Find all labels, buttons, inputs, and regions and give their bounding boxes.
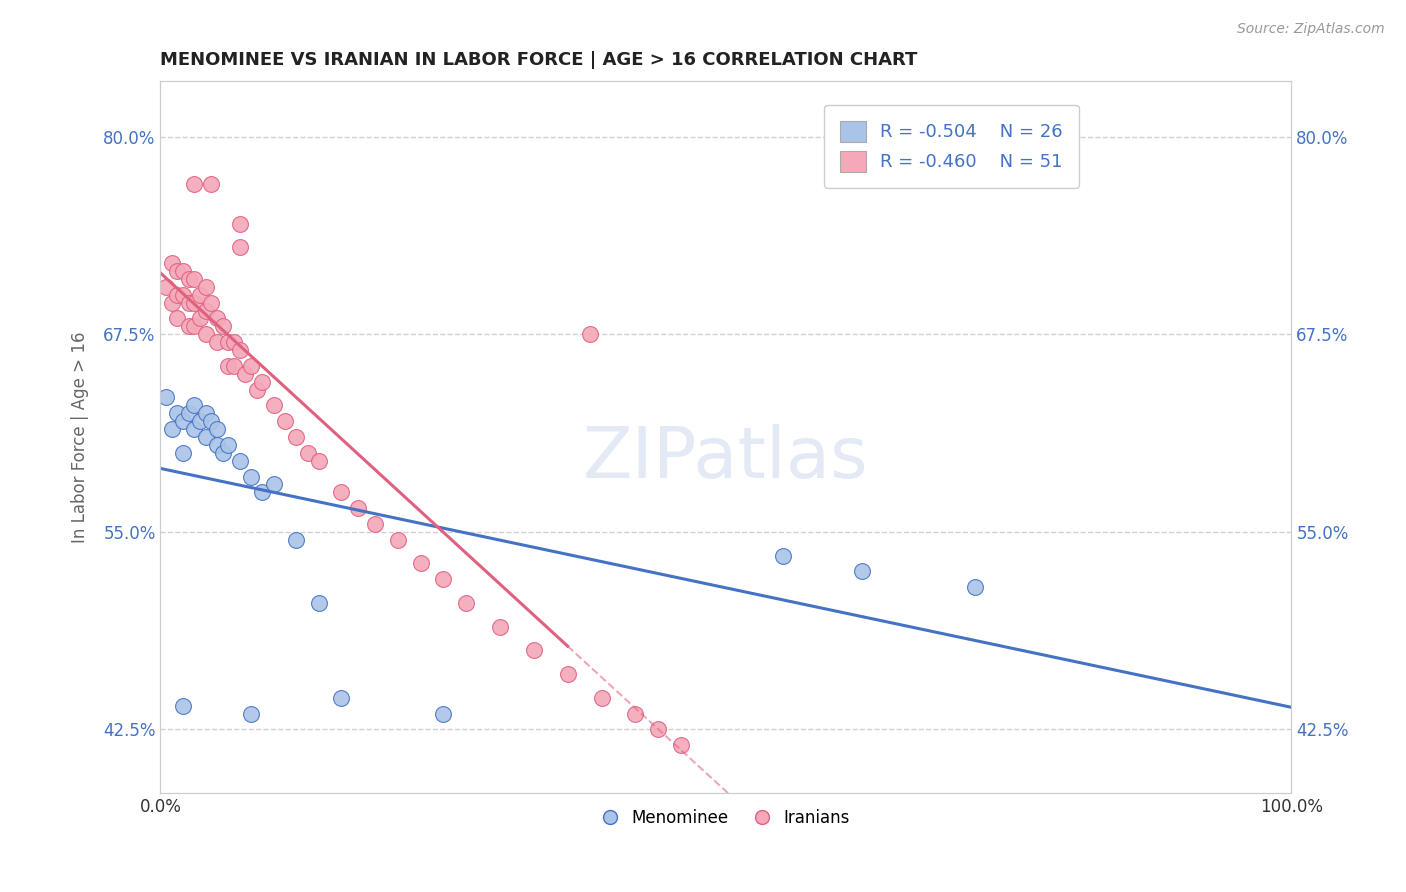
Point xyxy=(217,438,239,452)
Y-axis label: In Labor Force | Age > 16: In Labor Force | Age > 16 xyxy=(72,331,89,542)
Point xyxy=(194,303,217,318)
Point xyxy=(200,295,222,310)
Point xyxy=(308,596,330,610)
Point xyxy=(166,406,188,420)
Point xyxy=(233,367,256,381)
Point xyxy=(166,287,188,301)
Point xyxy=(183,177,205,191)
Point xyxy=(183,272,205,286)
Point xyxy=(308,453,330,467)
Point xyxy=(194,430,217,444)
Point xyxy=(172,698,194,713)
Point xyxy=(669,738,692,752)
Point xyxy=(183,398,205,412)
Point xyxy=(239,706,262,721)
Point xyxy=(330,690,353,705)
Point xyxy=(188,311,211,326)
Point xyxy=(263,398,285,412)
Point xyxy=(851,565,873,579)
Point xyxy=(963,580,986,594)
Point xyxy=(172,414,194,428)
Point xyxy=(155,391,177,405)
Point xyxy=(166,264,188,278)
Point xyxy=(194,406,217,420)
Point xyxy=(172,264,194,278)
Point xyxy=(194,327,217,342)
Point xyxy=(200,414,222,428)
Point xyxy=(200,177,222,191)
Point xyxy=(188,414,211,428)
Point xyxy=(205,335,228,350)
Point xyxy=(624,706,647,721)
Point xyxy=(183,319,205,334)
Point xyxy=(211,446,233,460)
Point xyxy=(228,217,250,231)
Text: ZIPatlas: ZIPatlas xyxy=(583,424,869,493)
Point xyxy=(177,295,200,310)
Point xyxy=(222,335,245,350)
Point xyxy=(239,469,262,483)
Point xyxy=(297,446,319,460)
Point xyxy=(432,706,454,721)
Point xyxy=(177,272,200,286)
Point xyxy=(160,422,183,436)
Point xyxy=(205,311,228,326)
Legend: Menominee, Iranians: Menominee, Iranians xyxy=(595,803,856,834)
Point xyxy=(239,359,262,373)
Point xyxy=(647,723,669,737)
Point xyxy=(347,501,370,516)
Point xyxy=(252,485,274,500)
Point xyxy=(274,414,297,428)
Point xyxy=(579,327,602,342)
Point xyxy=(387,533,409,547)
Point xyxy=(217,335,239,350)
Point xyxy=(166,311,188,326)
Point xyxy=(217,359,239,373)
Point xyxy=(591,690,613,705)
Point xyxy=(172,446,194,460)
Point xyxy=(160,295,183,310)
Point xyxy=(188,287,211,301)
Point xyxy=(211,319,233,334)
Point xyxy=(177,406,200,420)
Point xyxy=(285,430,308,444)
Point xyxy=(364,516,387,531)
Text: MENOMINEE VS IRANIAN IN LABOR FORCE | AGE > 16 CORRELATION CHART: MENOMINEE VS IRANIAN IN LABOR FORCE | AG… xyxy=(160,51,918,69)
Point xyxy=(205,438,228,452)
Point xyxy=(205,422,228,436)
Text: Source: ZipAtlas.com: Source: ZipAtlas.com xyxy=(1237,22,1385,37)
Point xyxy=(183,295,205,310)
Point xyxy=(488,620,510,634)
Point xyxy=(285,533,308,547)
Point xyxy=(454,596,477,610)
Point xyxy=(252,375,274,389)
Point xyxy=(409,557,432,571)
Point xyxy=(228,453,250,467)
Point xyxy=(523,643,546,657)
Point xyxy=(330,485,353,500)
Point xyxy=(557,667,579,681)
Point xyxy=(183,422,205,436)
Point xyxy=(155,280,177,294)
Point xyxy=(772,549,794,563)
Point xyxy=(263,477,285,491)
Point xyxy=(177,319,200,334)
Point xyxy=(194,280,217,294)
Point xyxy=(222,359,245,373)
Point xyxy=(246,383,269,397)
Point xyxy=(432,572,454,586)
Point xyxy=(172,287,194,301)
Point xyxy=(228,343,250,357)
Point xyxy=(228,240,250,254)
Point xyxy=(160,256,183,270)
